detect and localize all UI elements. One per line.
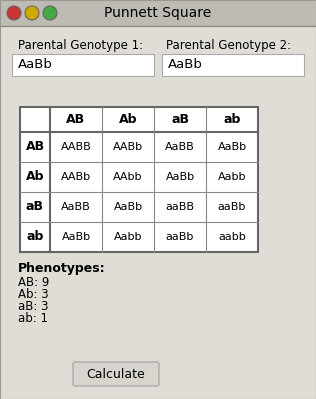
Text: Ab: Ab [119, 113, 137, 126]
Text: Ab: 3: Ab: 3 [18, 288, 49, 301]
Text: aaBb: aaBb [218, 202, 246, 212]
Text: Ab: Ab [26, 170, 44, 184]
FancyBboxPatch shape [12, 54, 154, 76]
Text: Aabb: Aabb [114, 232, 142, 242]
FancyBboxPatch shape [20, 107, 258, 252]
Text: AABb: AABb [61, 172, 91, 182]
Text: Punnett Square: Punnett Square [104, 6, 212, 20]
Text: AaBb: AaBb [217, 142, 246, 152]
Text: Calculate: Calculate [87, 367, 145, 381]
Text: Aabb: Aabb [218, 172, 246, 182]
Text: ab: ab [223, 113, 241, 126]
FancyBboxPatch shape [0, 26, 316, 399]
Text: AB: AB [25, 140, 45, 154]
Text: AaBb: AaBb [113, 202, 143, 212]
Text: AABB: AABB [61, 142, 91, 152]
Circle shape [7, 6, 21, 20]
Text: ab: ab [26, 231, 44, 243]
FancyBboxPatch shape [162, 54, 304, 76]
Text: Phenotypes:: Phenotypes: [18, 262, 106, 275]
Text: aB: 3: aB: 3 [18, 300, 48, 313]
Text: AaBB: AaBB [165, 142, 195, 152]
Circle shape [43, 6, 57, 20]
Text: aabb: aabb [218, 232, 246, 242]
Text: AaBB: AaBB [61, 202, 91, 212]
Text: AaBb: AaBb [168, 59, 203, 71]
Text: aaBb: aaBb [166, 232, 194, 242]
FancyBboxPatch shape [0, 0, 316, 26]
Text: AaBb: AaBb [61, 232, 91, 242]
Text: ab: 1: ab: 1 [18, 312, 48, 325]
Text: Parental Genotype 2:: Parental Genotype 2: [166, 38, 291, 51]
Text: AaBb: AaBb [18, 59, 53, 71]
Text: AAbb: AAbb [113, 172, 143, 182]
Text: Parental Genotype 1:: Parental Genotype 1: [18, 38, 143, 51]
Text: AaBb: AaBb [166, 172, 195, 182]
Text: AB: 9: AB: 9 [18, 276, 49, 289]
Text: aB: aB [26, 201, 44, 213]
Text: aaBB: aaBB [166, 202, 195, 212]
Text: aB: aB [171, 113, 189, 126]
FancyBboxPatch shape [73, 362, 159, 386]
Text: AB: AB [66, 113, 86, 126]
Text: AABb: AABb [113, 142, 143, 152]
Circle shape [25, 6, 39, 20]
